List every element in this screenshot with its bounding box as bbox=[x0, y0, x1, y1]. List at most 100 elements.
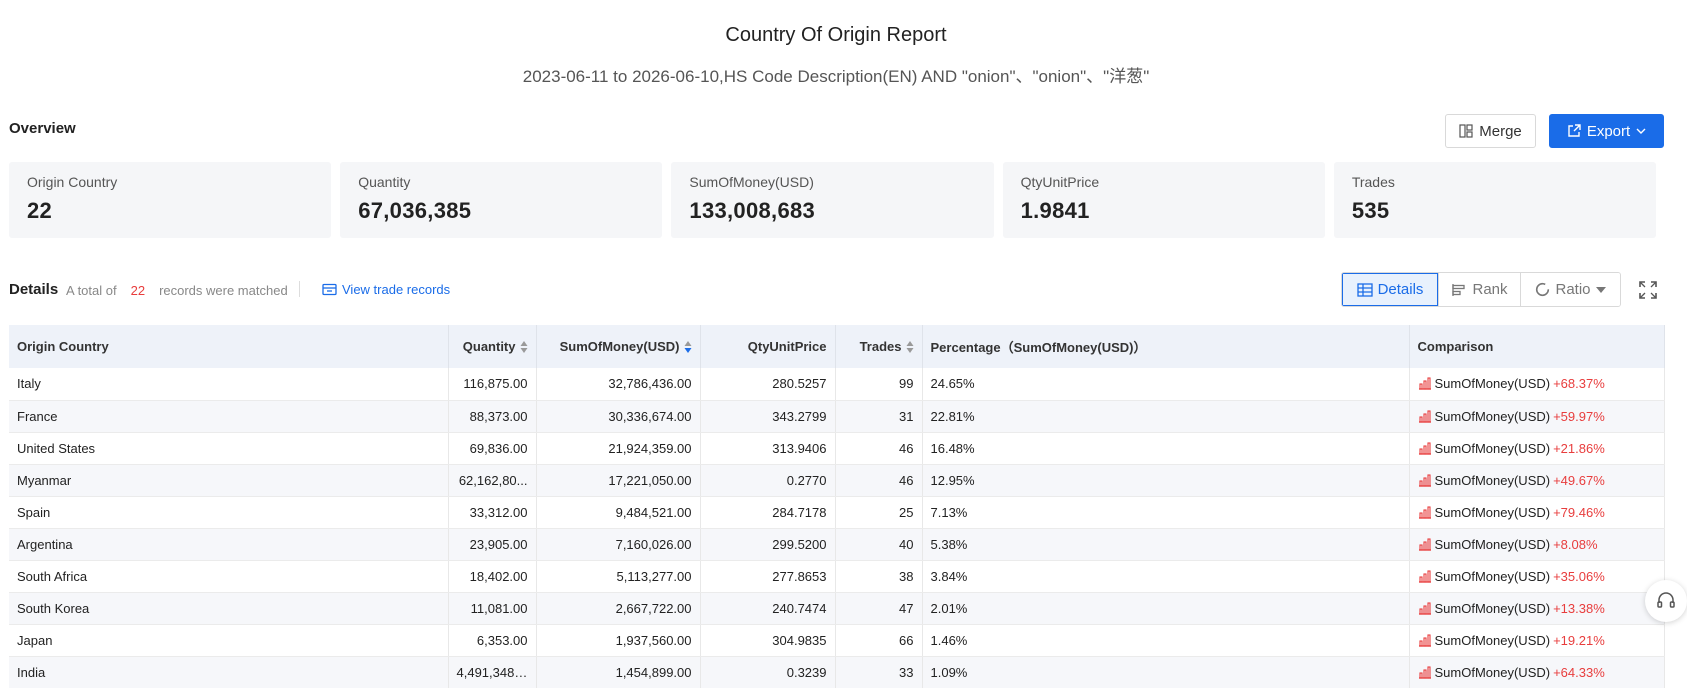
table-row[interactable]: South Africa 18,402.00 5,113,277.00 277.865… bbox=[9, 560, 1665, 593]
cell-country: Argentina bbox=[9, 528, 449, 561]
col-header-quantity[interactable]: Quantity bbox=[448, 325, 537, 368]
cell-quantity: 116,875.00 bbox=[448, 368, 537, 401]
bar-chart-icon bbox=[1418, 633, 1431, 647]
bar-chart-icon bbox=[1418, 505, 1431, 519]
cell-comparison[interactable]: SumOfMoney(USD) +35.06% bbox=[1409, 560, 1665, 593]
comparison-change: +13.38% bbox=[1553, 600, 1605, 616]
comparison-label: SumOfMoney(USD) bbox=[1434, 408, 1551, 424]
customer-support-button[interactable] bbox=[1645, 580, 1687, 622]
cell-sum-of-money: 1,454,899.00 bbox=[536, 656, 701, 688]
cell-country: South Africa bbox=[9, 560, 449, 593]
comparison-label: SumOfMoney(USD) bbox=[1434, 664, 1551, 680]
sort-desc-icon[interactable] bbox=[684, 340, 692, 354]
stat-card-quantity: Quantity 67,036,385 bbox=[340, 162, 663, 238]
view-trade-records-label: View trade records bbox=[342, 282, 451, 297]
ratio-ring-icon bbox=[1536, 282, 1550, 297]
fullscreen-icon[interactable] bbox=[1638, 280, 1658, 300]
comparison-label: SumOfMoney(USD) bbox=[1434, 632, 1551, 648]
cell-comparison[interactable]: SumOfMoney(USD) +79.46% bbox=[1409, 496, 1665, 529]
caret-down-icon bbox=[1595, 286, 1606, 293]
col-header-trades[interactable]: Trades bbox=[835, 325, 923, 368]
comparison-change: +68.37% bbox=[1553, 376, 1605, 392]
cell-percentage: 2.01% bbox=[922, 592, 1410, 625]
cell-comparison[interactable]: SumOfMoney(USD) +59.97% bbox=[1409, 400, 1665, 433]
cell-comparison[interactable]: SumOfMoney(USD) +13.38% bbox=[1409, 592, 1665, 625]
cell-sum-of-money: 30,336,674.00 bbox=[536, 400, 701, 433]
table-row[interactable]: Japan 6,353.00 1,937,560.00 304.9835 66 1.46%… bbox=[9, 624, 1665, 657]
cell-quantity: 6,353.00 bbox=[448, 624, 537, 657]
cell-qty-unit-price: 343.2799 bbox=[700, 400, 836, 433]
table-row[interactable]: South Korea 11,081.00 2,667,722.00 240.7474… bbox=[9, 592, 1665, 625]
bar-chart-icon bbox=[1418, 601, 1431, 615]
cell-country: Italy bbox=[9, 368, 449, 401]
cell-qty-unit-price: 313.9406 bbox=[700, 432, 836, 465]
col-header-percentage: Percentage（SumOfMoney(USD)） bbox=[922, 325, 1410, 368]
cell-sum-of-money: 7,160,026.00 bbox=[536, 528, 701, 561]
cell-comparison[interactable]: SumOfMoney(USD) +64.33% bbox=[1409, 656, 1665, 688]
cell-comparison[interactable]: SumOfMoney(USD) +68.37% bbox=[1409, 368, 1665, 401]
cell-trades: 46 bbox=[835, 464, 923, 497]
cell-country: Spain bbox=[9, 496, 449, 529]
bar-chart-icon bbox=[1418, 569, 1431, 583]
comparison-label: SumOfMoney(USD) bbox=[1434, 376, 1551, 392]
cell-comparison[interactable]: SumOfMoney(USD) +21.86% bbox=[1409, 432, 1665, 465]
overview-heading: Overview bbox=[9, 120, 76, 137]
cell-quantity: 69,836.00 bbox=[448, 432, 537, 465]
records-summary: A total of 22 records were matched bbox=[66, 283, 288, 298]
divider bbox=[299, 281, 300, 297]
bar-chart-icon bbox=[1418, 473, 1431, 487]
comparison-change: +8.08% bbox=[1553, 536, 1598, 552]
cell-comparison[interactable]: SumOfMoney(USD) +8.08% bbox=[1409, 528, 1665, 561]
cell-trades: 31 bbox=[835, 400, 923, 433]
stat-label: QtyUnitPrice bbox=[1020, 174, 1100, 190]
cell-trades: 46 bbox=[835, 432, 923, 465]
view-trade-records-link[interactable]: View trade records bbox=[322, 282, 450, 297]
table-row[interactable]: India 4,491,348.... 1,454,899.00 0.3239 33 1.… bbox=[9, 656, 1665, 688]
tab-ratio-label: Ratio bbox=[1555, 281, 1591, 298]
cell-country: South Korea bbox=[9, 592, 449, 625]
comparison-label: SumOfMoney(USD) bbox=[1434, 440, 1551, 456]
table-row[interactable]: France 88,373.00 30,336,674.00 343.2799 31 22… bbox=[9, 400, 1665, 433]
cell-comparison[interactable]: SumOfMoney(USD) +19.21% bbox=[1409, 624, 1665, 657]
cell-quantity: 33,312.00 bbox=[448, 496, 537, 529]
comparison-change: +19.21% bbox=[1553, 632, 1605, 648]
cell-percentage: 22.81% bbox=[922, 400, 1410, 433]
table-row[interactable]: United States 69,836.00 21,924,359.00 313.9… bbox=[9, 432, 1665, 465]
cell-trades: 66 bbox=[835, 624, 923, 657]
export-icon bbox=[1568, 124, 1581, 137]
cell-sum-of-money: 9,484,521.00 bbox=[536, 496, 701, 529]
sort-icon[interactable] bbox=[906, 340, 914, 354]
table-icon bbox=[1356, 282, 1373, 297]
cell-percentage: 1.46% bbox=[922, 624, 1410, 657]
cell-comparison[interactable]: SumOfMoney(USD) +49.67% bbox=[1409, 464, 1665, 497]
stat-card-origin-country: Origin Country 22 bbox=[9, 162, 332, 238]
cell-quantity: 23,905.00 bbox=[448, 528, 537, 561]
bar-chart-icon bbox=[1418, 441, 1431, 455]
cell-percentage: 5.38% bbox=[922, 528, 1410, 561]
stat-label: Quantity bbox=[358, 174, 411, 190]
stat-card-trades: Trades 535 bbox=[1333, 162, 1657, 238]
merge-button[interactable]: Merge bbox=[1445, 114, 1536, 148]
stat-label: SumOfMoney(USD) bbox=[689, 174, 814, 190]
table-row[interactable]: Argentina 23,905.00 7,160,026.00 299.5200 40… bbox=[9, 528, 1665, 561]
cell-trades: 33 bbox=[835, 656, 923, 688]
merge-icon bbox=[1459, 124, 1473, 138]
table-row[interactable]: Italy 116,875.00 32,786,436.00 280.5257 99 24… bbox=[9, 368, 1665, 401]
cell-quantity: 62,162,80... bbox=[448, 464, 537, 497]
tab-ratio[interactable]: Ratio bbox=[1520, 273, 1620, 306]
col-header-sum-of-money[interactable]: SumOfMoney(USD) bbox=[536, 325, 701, 368]
summary-prefix: A total of bbox=[66, 283, 117, 298]
comparison-label: SumOfMoney(USD) bbox=[1434, 504, 1551, 520]
tab-rank[interactable]: Rank bbox=[1438, 273, 1520, 306]
export-button[interactable]: Export bbox=[1549, 114, 1664, 148]
table-row[interactable]: Myanmar 62,162,80... 17,221,050.00 0.2770 46… bbox=[9, 464, 1665, 497]
sort-icon[interactable] bbox=[520, 340, 528, 354]
cell-sum-of-money: 17,221,050.00 bbox=[536, 464, 701, 497]
cell-trades: 40 bbox=[835, 528, 923, 561]
tab-details[interactable]: Details bbox=[1342, 273, 1438, 306]
cell-percentage: 24.65% bbox=[922, 368, 1410, 401]
cell-qty-unit-price: 0.2770 bbox=[700, 464, 836, 497]
table-row[interactable]: Spain 33,312.00 9,484,521.00 284.7178 25 7.13… bbox=[9, 496, 1665, 529]
cell-qty-unit-price: 240.7474 bbox=[700, 592, 836, 625]
comparison-change: +59.97% bbox=[1553, 408, 1605, 424]
